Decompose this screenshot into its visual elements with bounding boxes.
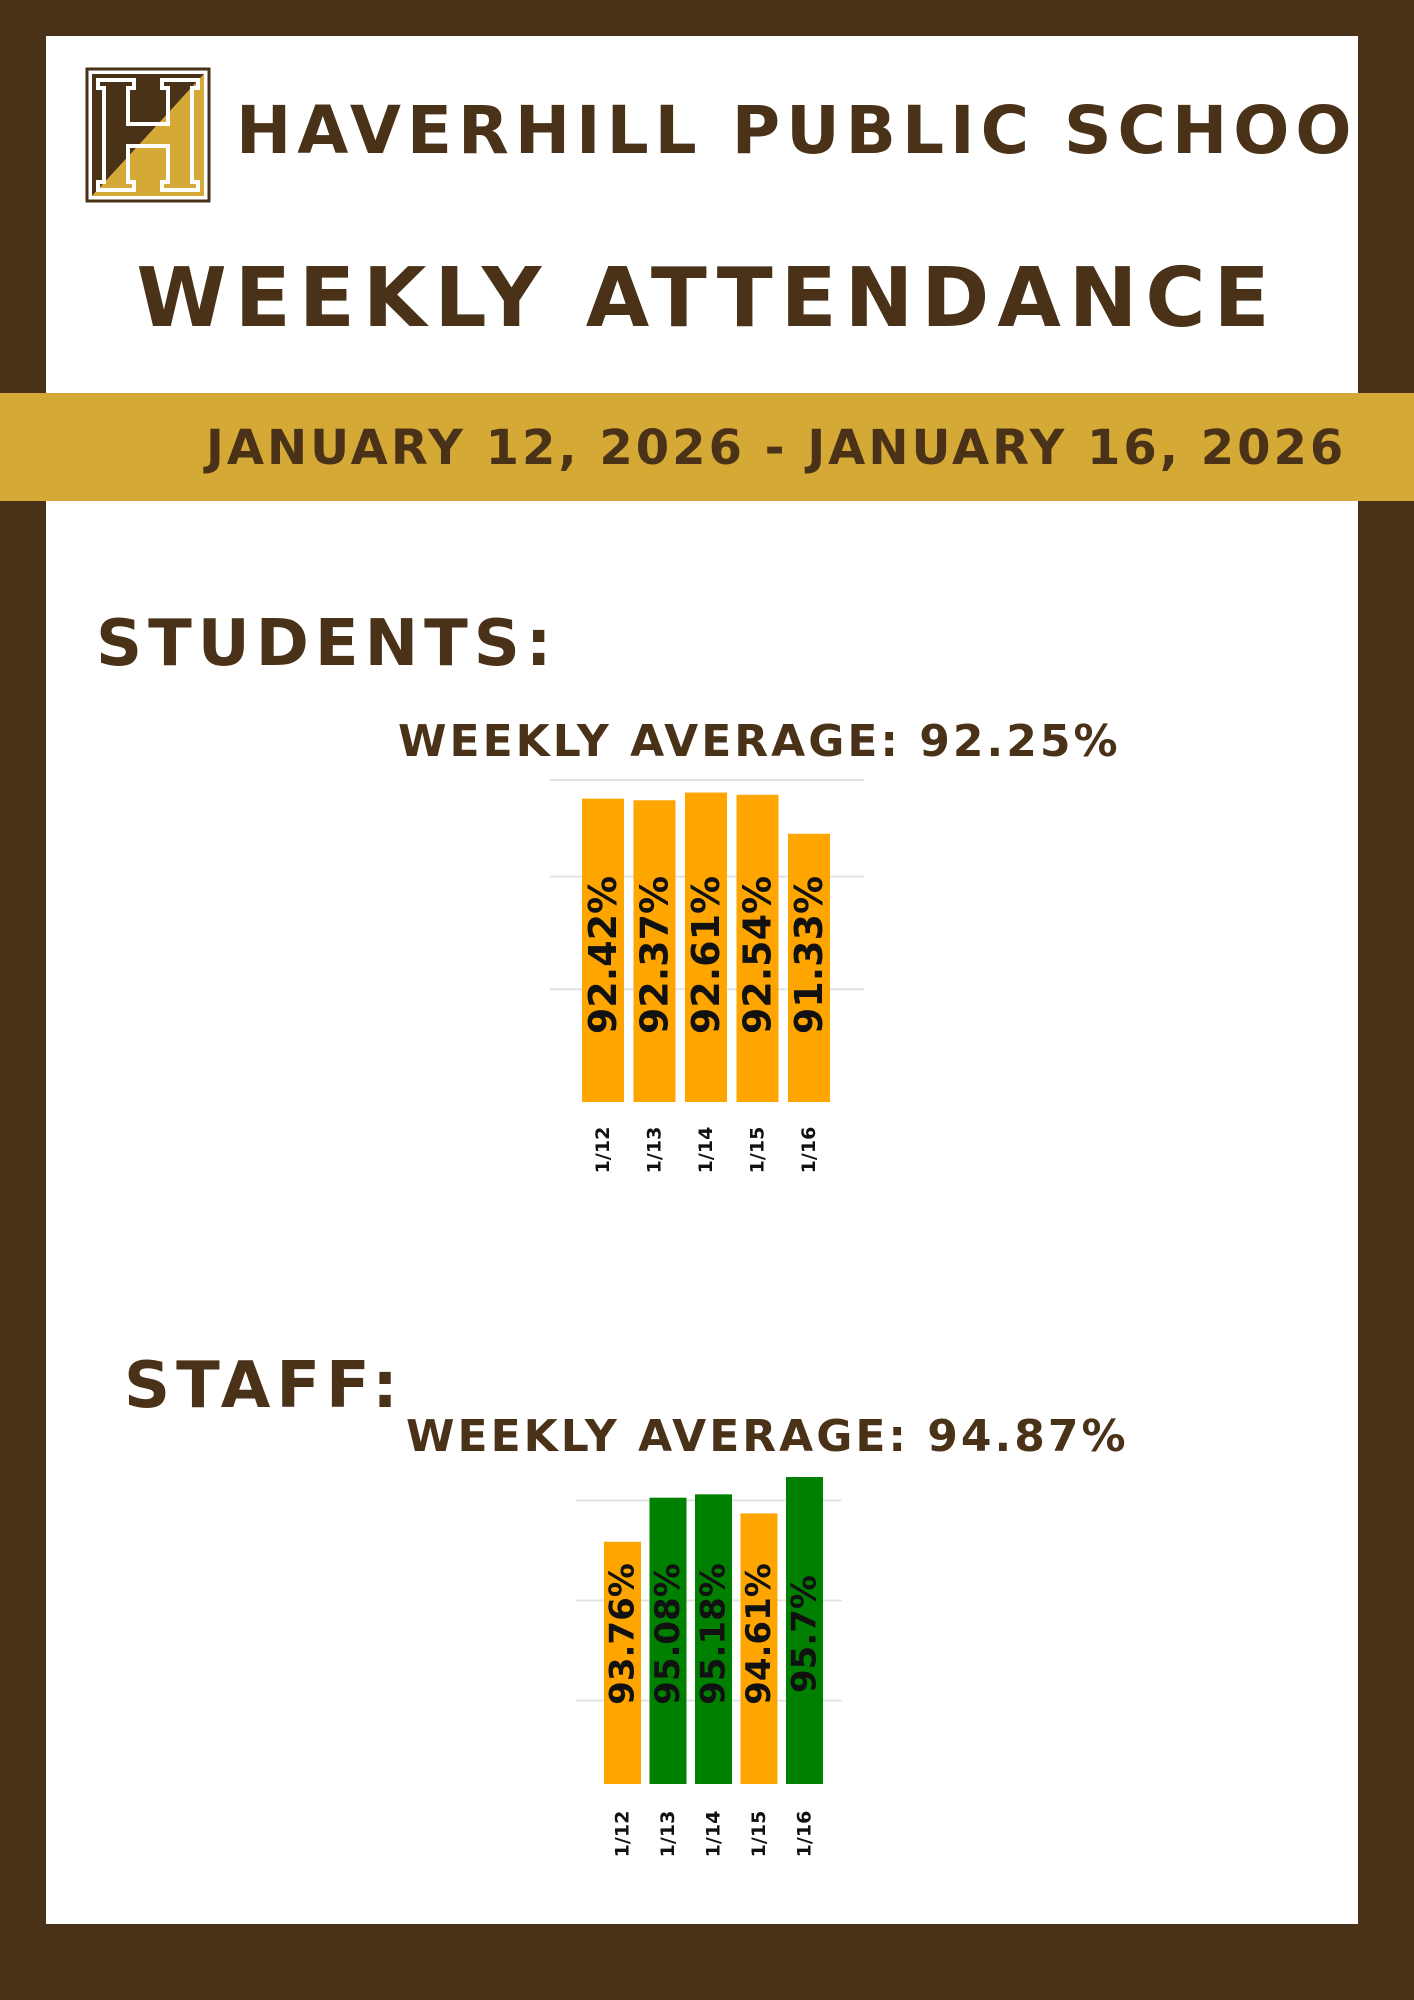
staff-tick-label: 1/12 bbox=[612, 1811, 634, 1858]
staff-value-label: 95.7% bbox=[785, 1575, 825, 1693]
staff-weekly-average: WEEKLY AVERAGE: 94.87% bbox=[406, 1415, 1129, 1459]
students-value-label: 91.33% bbox=[787, 876, 831, 1034]
students-value-label: 92.42% bbox=[581, 876, 625, 1034]
students-tick-label: 1/16 bbox=[798, 1127, 820, 1174]
staff-tick-label: 1/15 bbox=[748, 1811, 770, 1858]
staff-tick-label: 1/13 bbox=[657, 1811, 679, 1858]
staff-attendance-chart: 93.76% 1/12 95.08% 1/13 95.18% 1/14 94.61% 1/15… bbox=[570, 1466, 860, 1866]
students-heading: STUDENTS: bbox=[96, 612, 557, 676]
students-tick-label: 1/15 bbox=[747, 1127, 769, 1174]
students-value-label: 92.54% bbox=[736, 876, 780, 1034]
school-name: HAVERHILL PUBLIC SCHOOLS bbox=[236, 98, 1414, 164]
staff-tick-label: 1/14 bbox=[703, 1811, 725, 1858]
students-tick-label: 1/14 bbox=[695, 1127, 717, 1174]
students-tick-label: 1/12 bbox=[592, 1127, 614, 1174]
students-tick-label: 1/13 bbox=[644, 1127, 666, 1174]
staff-heading: STAFF: bbox=[124, 1354, 404, 1418]
page-title: WEEKLY ATTENDANCE bbox=[0, 258, 1414, 340]
school-logo bbox=[84, 66, 212, 204]
date-range: JANUARY 12, 2026 - JANUARY 16, 2026 bbox=[206, 424, 1346, 472]
students-value-label: 92.61% bbox=[684, 876, 728, 1034]
staff-value-label: 93.76% bbox=[603, 1563, 643, 1705]
staff-value-label: 95.08% bbox=[648, 1563, 688, 1705]
students-weekly-average: WEEKLY AVERAGE: 92.25% bbox=[398, 720, 1121, 764]
staff-tick-label: 1/16 bbox=[794, 1811, 816, 1858]
students-value-label: 92.37% bbox=[633, 876, 677, 1034]
staff-value-label: 94.61% bbox=[739, 1563, 779, 1705]
students-attendance-chart: 92.42% 1/12 92.37% 1/13 92.61% 1/14 92.54% 1/15… bbox=[540, 770, 880, 1190]
staff-value-label: 95.18% bbox=[694, 1563, 734, 1705]
